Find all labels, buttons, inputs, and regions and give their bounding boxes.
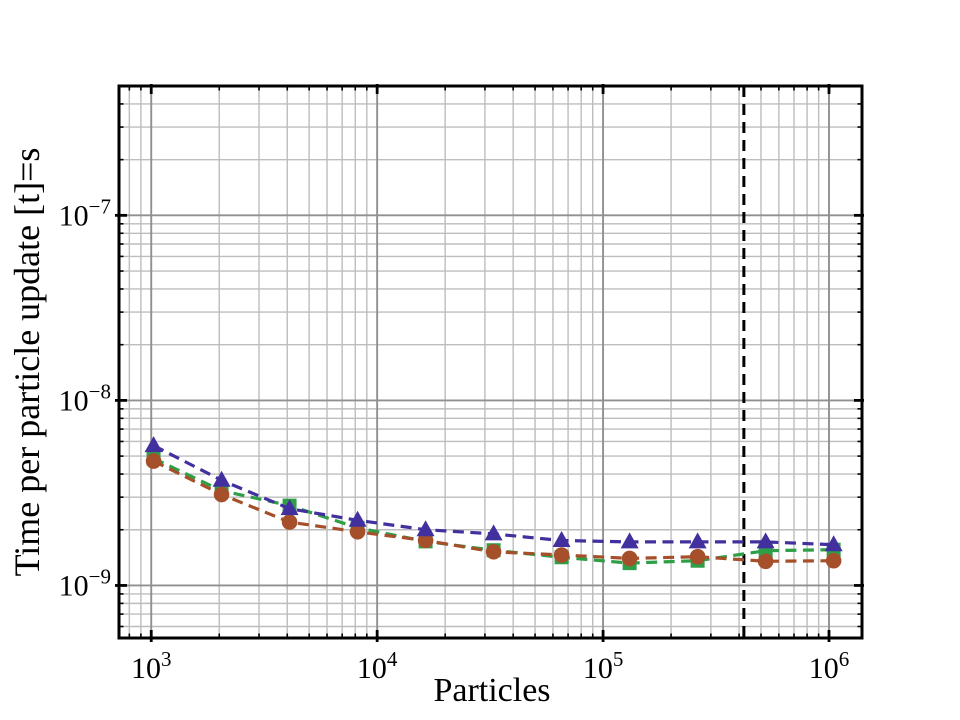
triangle-marker <box>416 520 435 537</box>
x-axis-label: Particles <box>433 672 551 709</box>
x-tick-label: 106 <box>809 647 850 685</box>
circle-marker <box>757 553 774 570</box>
minor-gridlines <box>119 86 862 638</box>
circle-marker <box>485 543 502 560</box>
circle-marker <box>825 552 842 569</box>
triangle-marker <box>348 510 367 527</box>
x-tick-label: 104 <box>357 647 398 685</box>
triangle-marker <box>688 532 707 549</box>
circle-series <box>145 453 842 570</box>
major-gridlines <box>119 86 862 638</box>
triangle-marker <box>280 499 299 516</box>
triangle-marker <box>212 470 231 487</box>
y-axis-label: Time per particle update [t]=s <box>7 147 47 577</box>
minor-ticks <box>119 86 862 638</box>
y-tick-label: 10−9 <box>59 564 111 602</box>
triangle-marker <box>552 530 571 547</box>
triangle-marker <box>756 532 775 549</box>
y-tick-label: 10−8 <box>59 379 111 417</box>
triangle-marker <box>824 535 843 552</box>
y-tick-label: 10−7 <box>59 194 111 232</box>
circle-marker <box>417 532 434 549</box>
plot-border <box>117 84 864 640</box>
x-tick-label: 103 <box>131 647 172 685</box>
major-ticks <box>115 84 864 642</box>
triangle-marker <box>620 532 639 549</box>
triangle-marker <box>484 524 503 541</box>
circle-marker <box>689 548 706 565</box>
triangle-marker <box>144 436 163 453</box>
circle-marker <box>213 486 230 503</box>
circle-marker <box>621 550 638 567</box>
circle-marker <box>349 523 366 540</box>
circle-marker <box>553 547 570 563</box>
x-tick-label: 105 <box>583 647 624 685</box>
circle-marker <box>281 514 298 530</box>
triangle-series <box>144 436 843 552</box>
circle-marker <box>145 453 162 469</box>
